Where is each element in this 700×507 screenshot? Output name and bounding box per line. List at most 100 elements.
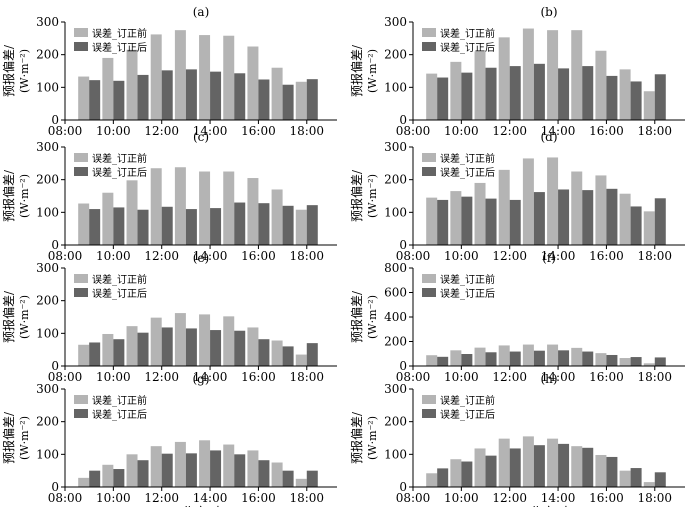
bar — [450, 61, 462, 120]
bar — [461, 461, 473, 487]
bar — [595, 175, 607, 245]
bar — [89, 470, 101, 487]
x-tick-label: 18:00 — [289, 124, 324, 138]
bar — [199, 440, 211, 487]
x-tick-label: 14:00 — [193, 370, 228, 384]
bar — [89, 209, 101, 245]
bar — [509, 351, 521, 366]
x-tick-label: 18:00 — [289, 370, 324, 384]
bar — [271, 189, 283, 245]
bar — [271, 462, 283, 487]
bar — [450, 191, 462, 245]
x-tick-label: 16:00 — [241, 124, 276, 138]
bar — [630, 357, 642, 366]
bar — [509, 448, 521, 487]
x-tick-label: 14:00 — [541, 249, 576, 263]
bar — [522, 436, 534, 487]
x-tick-label: 08:00 — [48, 249, 83, 263]
bar — [113, 80, 125, 120]
legend-label: 误差_订正前 — [92, 394, 147, 407]
bar — [426, 355, 438, 366]
bar — [282, 346, 294, 366]
bar — [558, 68, 570, 120]
panel-label: (h) — [540, 372, 557, 386]
bar — [258, 339, 270, 366]
y-tick-label: 400 — [384, 310, 407, 324]
y-tick-label: 200 — [36, 48, 59, 62]
x-tick-label: 10:00 — [444, 370, 479, 384]
bar — [102, 464, 114, 487]
x-tick-label: 08:00 — [396, 370, 431, 384]
bar — [595, 454, 607, 487]
bar — [295, 209, 307, 245]
legend-swatch — [422, 288, 436, 297]
bar — [630, 468, 642, 487]
bar — [102, 192, 114, 245]
y-tick-label: 300 — [36, 15, 59, 29]
bar — [89, 342, 101, 366]
bar — [247, 450, 259, 487]
x-tick-label: 10:00 — [444, 491, 479, 505]
bar — [450, 350, 462, 366]
x-tick-label: 08:00 — [396, 491, 431, 505]
y-axis-title: 预报偏差/ — [349, 44, 364, 97]
x-tick-label: 14:00 — [541, 491, 576, 505]
bar — [150, 317, 162, 366]
y-tick-label: 0 — [399, 480, 407, 494]
x-tick-label: 08:00 — [48, 124, 83, 138]
bar — [271, 67, 283, 120]
bar — [485, 67, 497, 120]
panel-label: (d) — [540, 130, 557, 144]
y-tick-label: 0 — [51, 480, 59, 494]
bar — [582, 351, 594, 366]
y-tick-label: 0 — [399, 238, 407, 252]
bar — [306, 470, 318, 487]
x-tick-label: 14:00 — [541, 124, 576, 138]
legend-swatch — [74, 28, 88, 37]
bar — [533, 63, 545, 120]
y-tick-label: 200 — [384, 335, 407, 349]
bar — [234, 73, 246, 120]
y-tick-label: 300 — [384, 382, 407, 396]
bar — [137, 460, 149, 487]
legend-label: 误差_订正前 — [92, 27, 147, 40]
bar — [547, 157, 559, 245]
x-tick-label: 12:00 — [492, 124, 527, 138]
legend-swatch — [74, 395, 88, 404]
bar — [185, 328, 197, 366]
bar — [498, 345, 510, 366]
panel-label: (e) — [193, 251, 209, 265]
bar — [126, 326, 138, 366]
y-tick-label: 100 — [36, 447, 59, 461]
bar — [437, 468, 449, 487]
bar — [426, 473, 438, 487]
bar — [498, 438, 510, 487]
x-tick-label: 12:00 — [144, 124, 179, 138]
y-axis-title: 预报偏差/ — [1, 411, 16, 464]
bar — [282, 205, 294, 245]
bar — [150, 446, 162, 487]
bar — [102, 333, 114, 366]
x-tick-label: 16:00 — [589, 124, 624, 138]
x-tick-label: 12:00 — [144, 249, 179, 263]
y-tick-label: 100 — [384, 447, 407, 461]
bar — [234, 330, 246, 366]
x-tick-label: 18:00 — [637, 124, 672, 138]
bar — [223, 444, 235, 487]
panel-label: (a) — [193, 5, 210, 19]
bar — [571, 171, 583, 245]
bar — [174, 167, 186, 245]
legend-swatch — [74, 42, 88, 51]
bar — [474, 347, 486, 367]
y-tick-label: 300 — [36, 382, 59, 396]
bar — [522, 158, 534, 245]
legend-swatch — [74, 153, 88, 162]
y-tick-label: 300 — [36, 261, 59, 275]
bar — [150, 168, 162, 245]
bar — [437, 199, 449, 245]
